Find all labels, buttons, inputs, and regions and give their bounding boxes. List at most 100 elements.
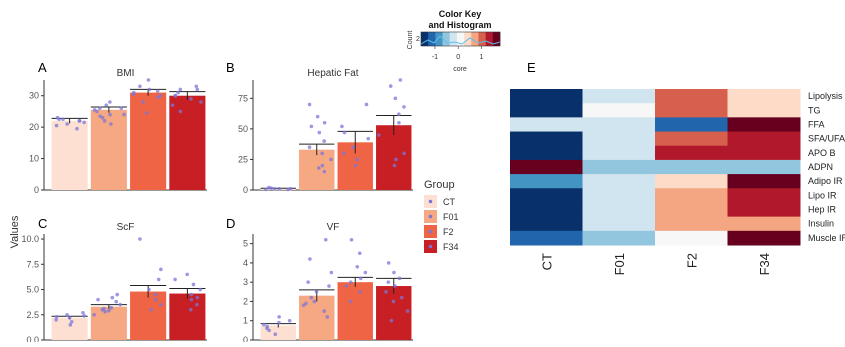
heatmap-cell [510,216,583,232]
data-point [357,251,362,256]
data-point [393,96,398,101]
data-point [353,163,358,168]
heatmap-cell [655,131,728,147]
y-tick-label: 0.0 [26,335,39,342]
bar-panel-b: B Hepatic Fat 0 25 50 75 [226,60,413,195]
data-point [386,280,391,284]
bar-f2 [337,282,373,340]
heatmap-cell [510,202,583,218]
heatmap-row-label: SFA/UFA [808,134,845,144]
data-point [391,299,396,304]
bar-f34 [376,286,412,340]
heatmap-cell [510,89,583,104]
data-point [92,108,97,112]
data-point [191,282,196,287]
data-point [77,119,82,123]
data-point [68,323,73,327]
data-point [198,287,203,292]
color-key-subtitle: and Histogram [428,20,491,30]
color-key-tick-label: -1 [432,54,438,61]
color-key-count-tick: 2 [416,36,420,43]
legend-label: F01 [443,212,459,222]
data-point [392,270,396,275]
heatmap-cell [582,188,656,203]
data-point [195,295,200,300]
data-point [189,292,194,297]
data-point [122,112,126,117]
panel-letter: E [527,60,536,75]
heatmap-col-label: F2 [684,253,699,268]
data-point [108,112,112,117]
heatmap-cell [510,159,583,175]
data-point [153,292,158,297]
color-key-swatch [471,32,479,46]
data-point [397,276,402,281]
data-point [267,185,271,190]
data-point [98,114,102,118]
data-point [402,105,406,109]
data-point [320,163,325,168]
bar-f34 [169,95,206,190]
data-point [147,87,152,92]
data-point [397,120,401,125]
data-point [304,301,308,306]
bar-f2 [130,291,167,340]
data-point [61,117,65,122]
panel-title: BMI [117,68,135,79]
y-tick-label: 25 [238,154,248,164]
heatmap-row-label: Muscle IR [808,233,845,243]
y-tick-label: 0 [243,185,248,195]
color-key-swatch [442,32,451,46]
data-point [402,151,406,156]
data-point [392,163,397,168]
data-point [65,122,69,126]
heatmap-row-label: APO B [808,148,836,158]
data-point [348,299,353,304]
y-axis-label: Values [9,215,21,248]
data-point [109,122,113,126]
heatmap-row-label: ADPN [808,162,833,172]
data-point [366,136,371,141]
y-tick-label: 0 [243,335,248,342]
bar-f01 [299,149,335,190]
heatmap-cell [655,145,728,161]
y-tick-label: 75 [238,93,248,103]
data-point [178,109,183,114]
panel-title: Hepatic Fat [307,68,358,79]
data-point [185,272,190,277]
data-point [173,93,178,98]
data-point [317,130,322,135]
y-tick-label: 10 [29,154,39,164]
data-point [277,186,282,191]
data-point [104,103,109,107]
legend-label: F2 [443,227,454,237]
data-point [364,102,369,107]
data-point [81,310,85,315]
data-point [355,264,360,269]
data-point [359,276,363,281]
heatmap-cell [510,174,583,189]
data-point [340,124,344,129]
data-point [159,267,163,272]
data-point [92,312,96,317]
data-point [384,290,388,294]
data-point [153,297,158,302]
heatmap-cell [727,131,801,147]
y-tick-label: 50 [238,124,248,134]
panel-letter: A [38,60,47,75]
heatmap-cell [510,188,583,203]
y-tick-label: 5 [243,239,248,249]
heatmap-cell [727,159,801,175]
bar-f2 [130,92,167,190]
data-point [342,130,347,135]
legend-title: Group [424,179,455,191]
group-legend: Group CT F01 F2 F34 [424,179,459,253]
data-point [329,157,333,162]
data-point [195,302,199,307]
heatmap-row-label: Lipolysis [808,91,843,101]
data-point [397,112,401,117]
heatmap-cell [510,117,583,133]
data-point [141,100,145,104]
data-point [376,133,381,137]
y-tick-label: 7.5 [26,259,39,269]
